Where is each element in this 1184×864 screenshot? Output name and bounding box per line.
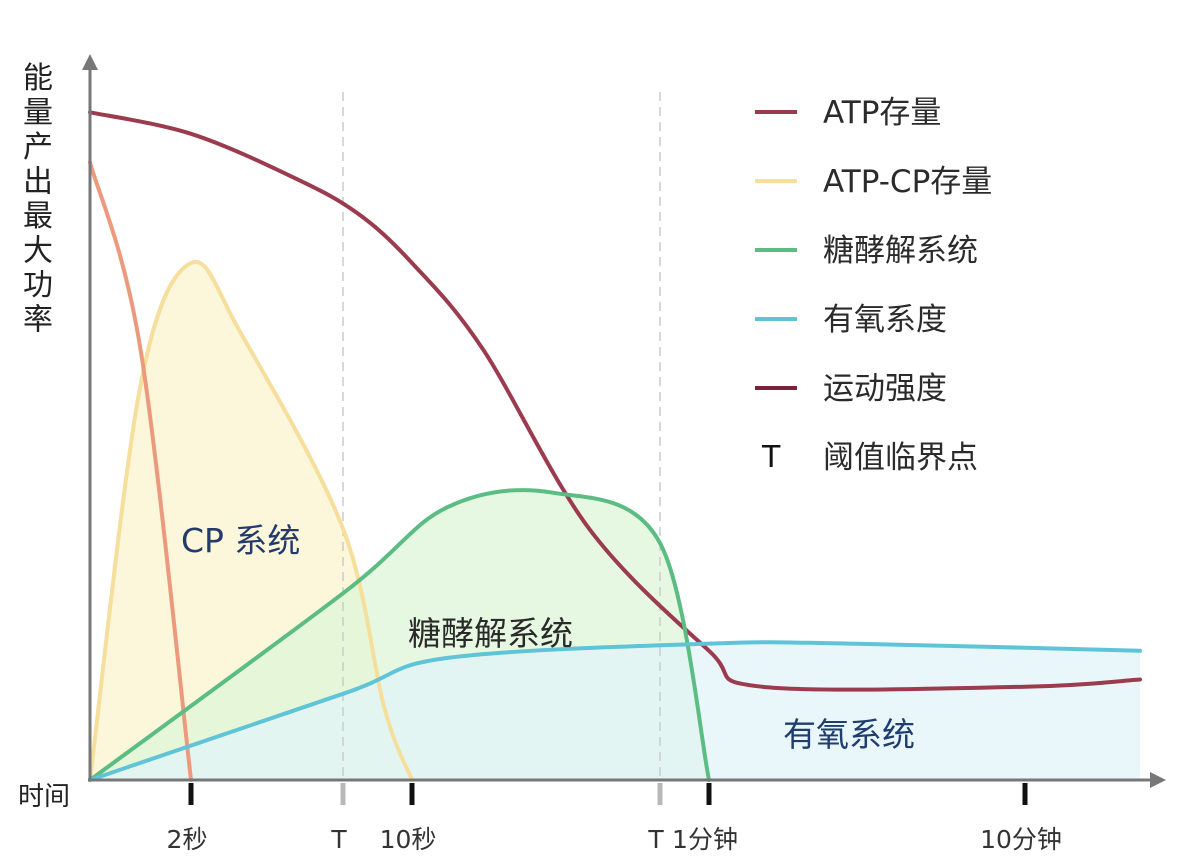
y-axis-label-char-0: 能 xyxy=(23,61,53,96)
x-tick-label-3: T xyxy=(647,825,664,854)
y-axis-label-char-4: 最 xyxy=(23,199,53,234)
legend-label-4: 运动强度 xyxy=(823,371,947,407)
series-line-3 xyxy=(88,488,711,782)
series-line-2 xyxy=(88,160,193,782)
legend-threshold-symbol: T xyxy=(761,440,781,475)
x-ticks: 2秒 T 10秒 T 1分钟 10分钟 xyxy=(167,783,1062,854)
y-axis-label-char-7: 率 xyxy=(23,303,53,338)
legend-label-3: 有氧系度 xyxy=(823,302,947,338)
series-line-4 xyxy=(88,640,1142,782)
y-axis-label-char-2: 产 xyxy=(23,130,53,165)
x-tick-label-4: 1分钟 xyxy=(672,825,738,854)
series-line-0 xyxy=(88,110,1142,692)
axes xyxy=(82,54,1166,788)
legend-label-1: ATP-CP存量 xyxy=(823,164,992,200)
x-tick-label-2: 10秒 xyxy=(380,825,437,854)
series-line-1 xyxy=(88,259,414,782)
x-axis-label: 时间 xyxy=(18,782,70,812)
x-tick-label-5: 10分钟 xyxy=(980,825,1062,854)
legend-label-2: 糖酵解系统 xyxy=(823,233,978,269)
annotation-0: CP 系统 xyxy=(181,521,300,560)
annotation-2: 有氧系统 xyxy=(783,715,915,754)
y-axis-label-char-5: 大 xyxy=(23,234,53,269)
y-axis-label-char-3: 出 xyxy=(23,165,53,200)
series-fill-4 xyxy=(90,642,1140,780)
threshold-guides xyxy=(342,92,661,780)
y-axis-label-char-1: 量 xyxy=(23,96,53,131)
y-axis-label-char-6: 功 xyxy=(23,268,53,303)
series-curves xyxy=(88,110,1142,782)
annotation-1: 糖酵解系统 xyxy=(408,614,573,653)
legend-label-0: ATP存量 xyxy=(823,95,941,131)
legend-label-5: 阈值临界点 xyxy=(823,440,978,476)
x-tick-label-1: T xyxy=(330,825,347,854)
area-fills xyxy=(90,261,1140,780)
x-tick-label-0: 2秒 xyxy=(167,825,208,854)
y-axis-arrow xyxy=(82,54,98,70)
x-axis-arrow xyxy=(1150,772,1166,788)
